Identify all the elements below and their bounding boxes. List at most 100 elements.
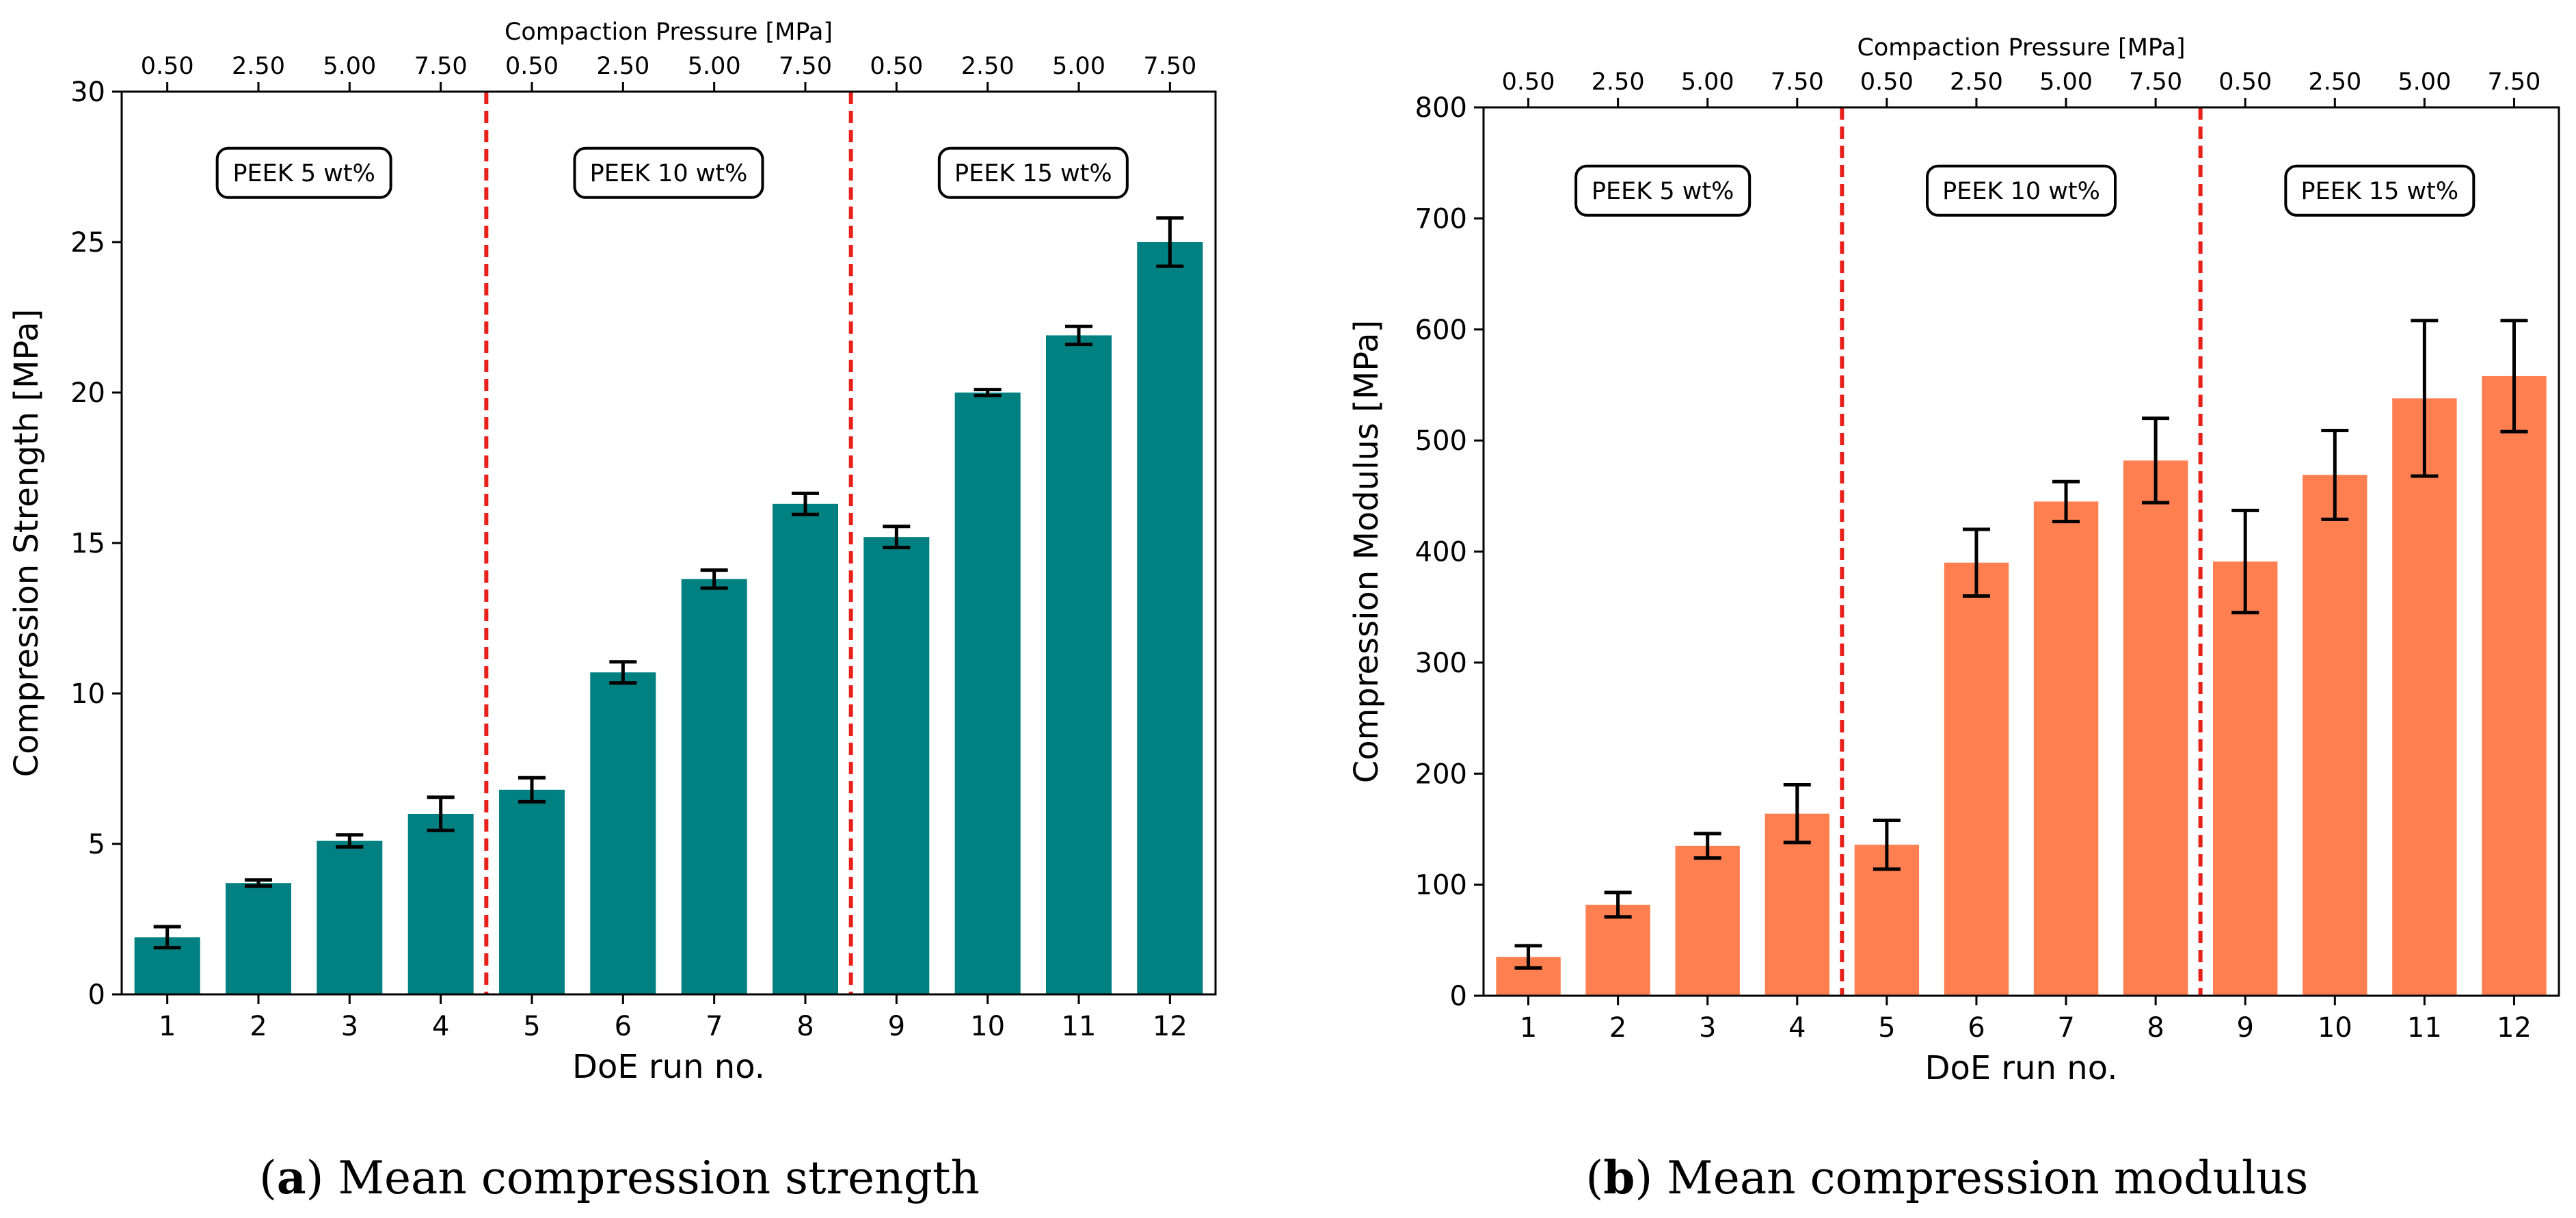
bar-4	[407, 814, 474, 994]
error-bar-8	[792, 491, 819, 516]
x-tick-label: 12	[2497, 1012, 2532, 1044]
x-tick-label: 3	[1699, 1012, 1716, 1044]
group-label-text: PEEK 10 wt%	[1942, 178, 2100, 205]
x-tick-label: 6	[615, 1011, 632, 1042]
top-x-tick-label: 0.50	[1502, 68, 1555, 96]
y-axis-label: Compression Modulus [MPa]	[1347, 320, 1386, 783]
top-x-tick-label: 5.00	[2039, 68, 2093, 96]
error-bar-10	[2321, 429, 2349, 521]
bar-6	[1944, 562, 2009, 996]
y-tick-label: 700	[1415, 203, 1467, 235]
x-tick-label: 5	[523, 1011, 540, 1042]
bar-5	[499, 789, 565, 994]
chart-panel-a: PEEK 5 wt% PEEK 10 wt% PEEK 15 wt%05101520…	[8, 18, 1217, 1204]
y-axis-label: Compression Strength [MPa]	[8, 309, 46, 778]
y-tick-label: 15	[70, 528, 105, 559]
top-x-tick-label: 7.50	[1143, 53, 1196, 80]
top-x-tick-label: 0.50	[870, 53, 923, 80]
y-tick-label: 200	[1415, 758, 1467, 790]
x-tick-label: 5	[1878, 1012, 1895, 1044]
bar-11	[1046, 335, 1112, 994]
x-tick-label: 6	[1968, 1012, 1985, 1044]
error-bar-10	[974, 388, 1002, 397]
caption-letter: b	[1603, 1151, 1635, 1204]
x-tick-label: 3	[341, 1011, 358, 1042]
x-tick-label: 2	[1609, 1012, 1626, 1044]
bar-2	[1585, 904, 1650, 996]
error-bar-7	[2052, 479, 2080, 524]
error-bar-6	[609, 660, 637, 685]
error-bar-11	[2411, 319, 2439, 478]
x-tick-label: 4	[432, 1011, 449, 1042]
top-x-tick-label: 2.50	[232, 53, 285, 80]
top-x-tick-label: 2.50	[596, 53, 649, 80]
x-tick-label: 2	[250, 1011, 267, 1042]
bar-10	[2303, 475, 2367, 996]
bar-8	[2123, 460, 2188, 996]
top-x-tick-label: 2.50	[2308, 68, 2361, 96]
top-x-tick-label: 0.50	[1860, 68, 1914, 96]
x-tick-label: 10	[970, 1011, 1005, 1042]
error-bar-1	[153, 925, 181, 950]
bar-6	[590, 672, 656, 994]
x-tick-label: 1	[1520, 1012, 1537, 1044]
error-bar-5	[518, 776, 546, 804]
x-tick-label: 9	[888, 1011, 905, 1042]
x-tick-label: 10	[2318, 1012, 2352, 1044]
x-axis-label: DoE run no.	[1925, 1049, 2118, 1087]
bar-9	[2213, 561, 2278, 996]
caption-letter: a	[277, 1151, 306, 1204]
group-label-frame	[1574, 164, 1752, 217]
top-x-tick-label: 0.50	[141, 53, 194, 80]
top-x-tick-label: 2.50	[1950, 68, 2003, 96]
x-tick-label: 11	[2407, 1012, 2442, 1044]
group-label-text: PEEK 10 wt%	[590, 160, 748, 187]
top-x-tick-label: 5.00	[1052, 53, 1105, 80]
caption-open-paren: (	[1586, 1152, 1604, 1204]
error-bar-7	[700, 568, 728, 590]
top-x-axis-label: Compaction Pressure [MPa]	[505, 18, 833, 46]
y-tick-label: 400	[1415, 537, 1467, 568]
x-tick-label: 9	[2236, 1012, 2253, 1044]
error-bar-11	[1065, 324, 1092, 347]
error-bar-4	[1783, 782, 1811, 845]
top-x-tick-label: 7.50	[2129, 68, 2182, 96]
y-tick-label: 100	[1415, 870, 1467, 901]
y-tick-label: 20	[70, 378, 105, 409]
bar-2	[226, 883, 291, 994]
y-tick-label: 800	[1415, 92, 1467, 124]
error-bar-2	[245, 878, 272, 888]
group-label-box-3: PEEK 15 wt%	[937, 146, 1129, 199]
error-bar-12	[2500, 319, 2528, 434]
error-bar-3	[336, 833, 364, 849]
top-x-tick-label: 2.50	[961, 53, 1015, 80]
caption-close-paren: )	[306, 1152, 324, 1204]
x-axis-label: DoE run no.	[572, 1048, 765, 1086]
bar-11	[2392, 398, 2457, 996]
group-label-frame	[2284, 164, 2476, 217]
bar-3	[317, 840, 383, 994]
panel-caption: (a) Mean compression strength	[259, 1151, 980, 1204]
x-tick-label: 11	[1062, 1011, 1097, 1042]
x-tick-label: 8	[2147, 1012, 2164, 1044]
group-label-box-3: PEEK 15 wt%	[2284, 164, 2476, 217]
top-x-tick-label: 7.50	[1771, 68, 1824, 96]
caption-text: Mean compression strength	[323, 1152, 979, 1204]
x-tick-label: 12	[1153, 1011, 1188, 1042]
caption-text: Mean compression modulus	[1652, 1152, 2308, 1204]
error-bar-12	[1156, 216, 1184, 268]
bar-7	[681, 579, 747, 994]
caption-close-paren: )	[1635, 1152, 1652, 1204]
x-tick-label: 7	[706, 1011, 723, 1042]
error-bar-1	[1514, 944, 1542, 970]
y-tick-label: 25	[70, 227, 105, 259]
error-bar-3	[1693, 832, 1721, 860]
group-label-frame	[1926, 164, 2117, 217]
y-tick-label: 10	[70, 678, 105, 710]
x-tick-label: 8	[796, 1011, 814, 1042]
group-label-box-2: PEEK 10 wt%	[1926, 164, 2117, 217]
error-bar-4	[427, 795, 455, 832]
x-tick-label: 1	[159, 1011, 176, 1042]
bar-10	[954, 393, 1021, 994]
